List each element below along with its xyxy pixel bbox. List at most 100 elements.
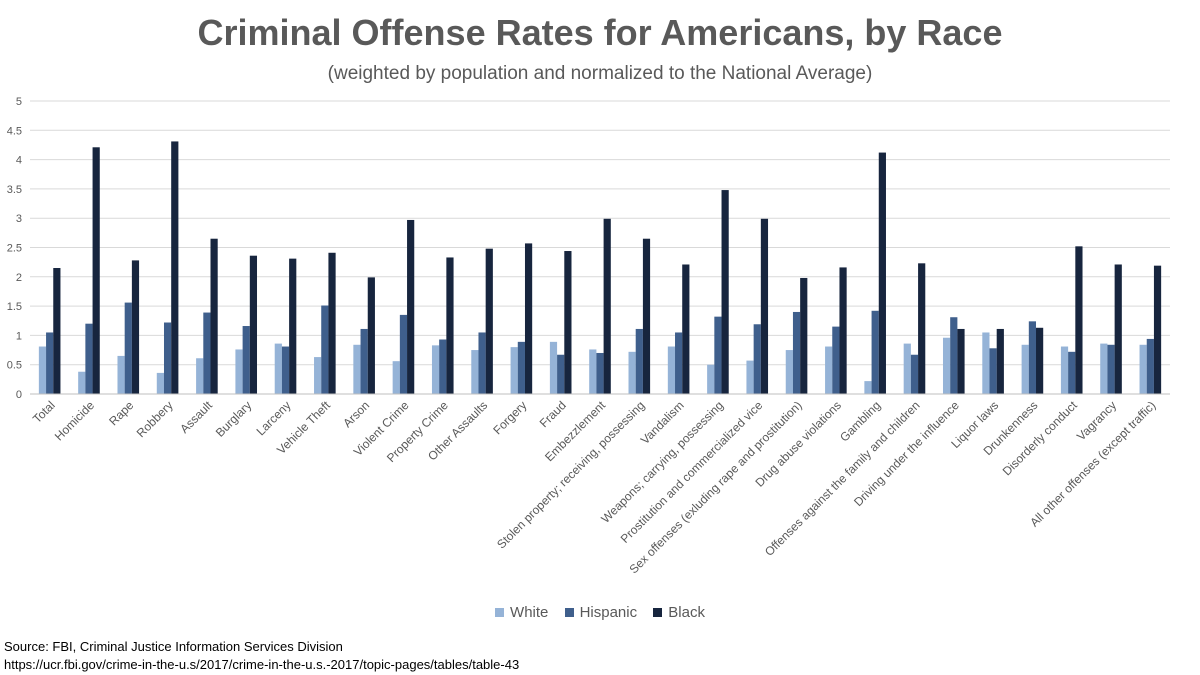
bar-white <box>38 346 47 394</box>
bar-hispanic <box>950 317 958 394</box>
bar-white <box>707 364 715 394</box>
legend-label-hispanic: Hispanic <box>579 604 638 621</box>
bar-hispanic <box>557 354 565 394</box>
bar-black <box>171 141 179 394</box>
bar-black <box>996 328 1004 394</box>
bar-hispanic <box>792 311 801 394</box>
bar-hispanic <box>85 323 93 394</box>
bar-hispanic <box>360 328 368 394</box>
bar-hispanic <box>989 348 997 394</box>
bar-black <box>800 277 808 394</box>
bar-white <box>1021 344 1029 394</box>
bar-white <box>1100 343 1108 394</box>
bar-black <box>289 258 297 394</box>
bar-hispanic <box>321 305 329 394</box>
x-tick-label: Rape <box>106 398 136 428</box>
legend-item-black: Black <box>653 604 705 621</box>
y-tick-label: 1.5 <box>7 301 22 313</box>
bar-hispanic <box>910 354 919 394</box>
bar-hispanic <box>163 322 172 394</box>
legend-label-black: Black <box>668 604 705 621</box>
x-tick-label: Fraud <box>537 398 569 430</box>
bar-white <box>549 341 558 394</box>
x-tick-label: Prostitution and commercialized vice <box>618 398 766 546</box>
y-tick-label: 3 <box>16 213 22 225</box>
bar-white <box>746 360 754 394</box>
bar-hispanic <box>439 339 447 394</box>
bar-black <box>249 255 258 394</box>
bar-black <box>407 219 415 394</box>
x-tick-label: Total <box>30 398 58 426</box>
legend-swatch-hispanic <box>564 608 574 617</box>
legend: White Hispanic Black <box>0 604 1200 621</box>
legend-item-hispanic: Hispanic <box>564 604 638 621</box>
legend-label-white: White <box>510 604 549 621</box>
legend-item-white: White <box>495 604 548 621</box>
y-tick-label: 2 <box>16 272 22 284</box>
bar-hispanic <box>281 346 290 394</box>
y-tick-label: 4.5 <box>7 125 22 137</box>
bar-black <box>92 147 100 394</box>
bar-black <box>1075 246 1083 394</box>
bar-white <box>982 332 990 394</box>
bar-white <box>589 349 597 394</box>
bar-hispanic <box>242 326 250 394</box>
bar-white <box>903 343 911 394</box>
bar-white <box>1139 344 1147 394</box>
bar-hispanic <box>871 310 879 394</box>
x-tick-label: Assault <box>177 398 215 436</box>
bar-white <box>235 349 243 394</box>
source-url: https://ucr.fbi.gov/crime-in-the-u.s/201… <box>4 657 520 672</box>
y-tick-label: 5 <box>16 96 22 108</box>
y-tick-label: 0.5 <box>7 360 22 372</box>
bar-hispanic <box>753 324 761 394</box>
y-axis-ticks: 0 0.5 1 1.5 2 2.5 3 3.5 4 4.5 5 <box>7 96 22 401</box>
y-tick-label: 3.5 <box>7 184 22 196</box>
y-tick-label: 2.5 <box>7 243 22 255</box>
bar-hispanic <box>596 352 604 394</box>
bar-black <box>878 152 886 394</box>
bar-black <box>131 260 140 394</box>
bar-white <box>628 351 636 394</box>
bar-black <box>1153 265 1162 394</box>
bar-white <box>785 350 793 394</box>
bar-hispanic <box>675 332 683 394</box>
bar-hispanic <box>635 328 643 394</box>
bar-white <box>825 346 833 394</box>
bar-hispanic <box>1107 344 1115 394</box>
y-tick-label: 1 <box>16 330 22 342</box>
legend-swatch-black <box>653 608 663 617</box>
bar-white <box>156 372 164 394</box>
bar-black <box>564 251 572 394</box>
bar-hispanic <box>1028 321 1037 394</box>
bar-black <box>524 243 533 394</box>
bar-hispanic <box>399 314 408 394</box>
bar-white <box>510 347 518 394</box>
bar-white <box>1060 346 1069 394</box>
x-tick-label: Homicide <box>52 398 97 443</box>
bar-white <box>274 343 282 394</box>
bar-white <box>392 361 400 394</box>
bar-black <box>918 263 926 394</box>
bar-white <box>864 381 872 394</box>
bar-white <box>78 371 86 394</box>
bar-hispanic <box>714 316 722 394</box>
bar-black <box>603 218 611 394</box>
bar-black <box>839 267 847 394</box>
gridlines <box>30 100 1170 366</box>
bar-black <box>367 277 375 394</box>
chart-subtitle: (weighted by population and normalized t… <box>327 63 873 84</box>
bar-hispanic <box>124 302 132 394</box>
bar-white <box>471 350 479 394</box>
bar-black <box>328 252 336 394</box>
bar-hispanic <box>517 341 525 394</box>
bar-black <box>485 248 493 394</box>
bar-white <box>117 355 125 394</box>
bar-white <box>667 346 676 394</box>
bar-hispanic <box>203 312 211 394</box>
bar-black <box>957 328 965 394</box>
bar-hispanic <box>1068 351 1076 394</box>
bar-white <box>353 344 361 394</box>
